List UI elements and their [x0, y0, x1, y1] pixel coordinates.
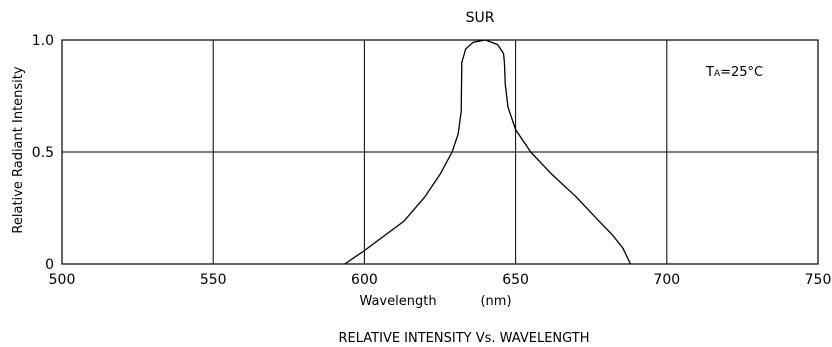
temperature-annotation: TA=25°C [705, 65, 763, 80]
x-tick-label-750: 750 [805, 272, 832, 288]
series-line-0 [344, 39, 632, 265]
y-tick-label-0.5: 0.5 [32, 145, 54, 161]
chart-title: SUR [466, 10, 495, 26]
x-tick-labels: 500 550 600 650 700 750 [49, 272, 832, 288]
grid-lines [62, 40, 818, 264]
x-tick-label-600: 600 [351, 272, 378, 288]
chart-caption: RELATIVE INTENSITY Vs. WAVELENGTH [339, 331, 590, 346]
x-tick-label-550: 550 [200, 272, 227, 288]
annotation-main: T [705, 65, 714, 80]
x-tick-label-650: 650 [502, 272, 529, 288]
annotation-subscript: A [714, 69, 721, 79]
x-tick-label-500: 500 [49, 272, 76, 288]
x-tick-label-700: 700 [653, 272, 680, 288]
x-axis-unit: (nm) [480, 294, 511, 309]
x-axis-label: Wavelength [359, 294, 436, 309]
y-tick-labels: 0 0.5 1.0 [32, 33, 54, 273]
plot-frame [61, 39, 819, 265]
annotation-rest: =25°C [720, 65, 763, 80]
y-axis-label: Relative Radiant Intensity [11, 66, 26, 233]
y-tick-label-0: 0 [45, 257, 54, 273]
series-layer [344, 39, 632, 265]
y-tick-label-1.0: 1.0 [32, 33, 54, 49]
